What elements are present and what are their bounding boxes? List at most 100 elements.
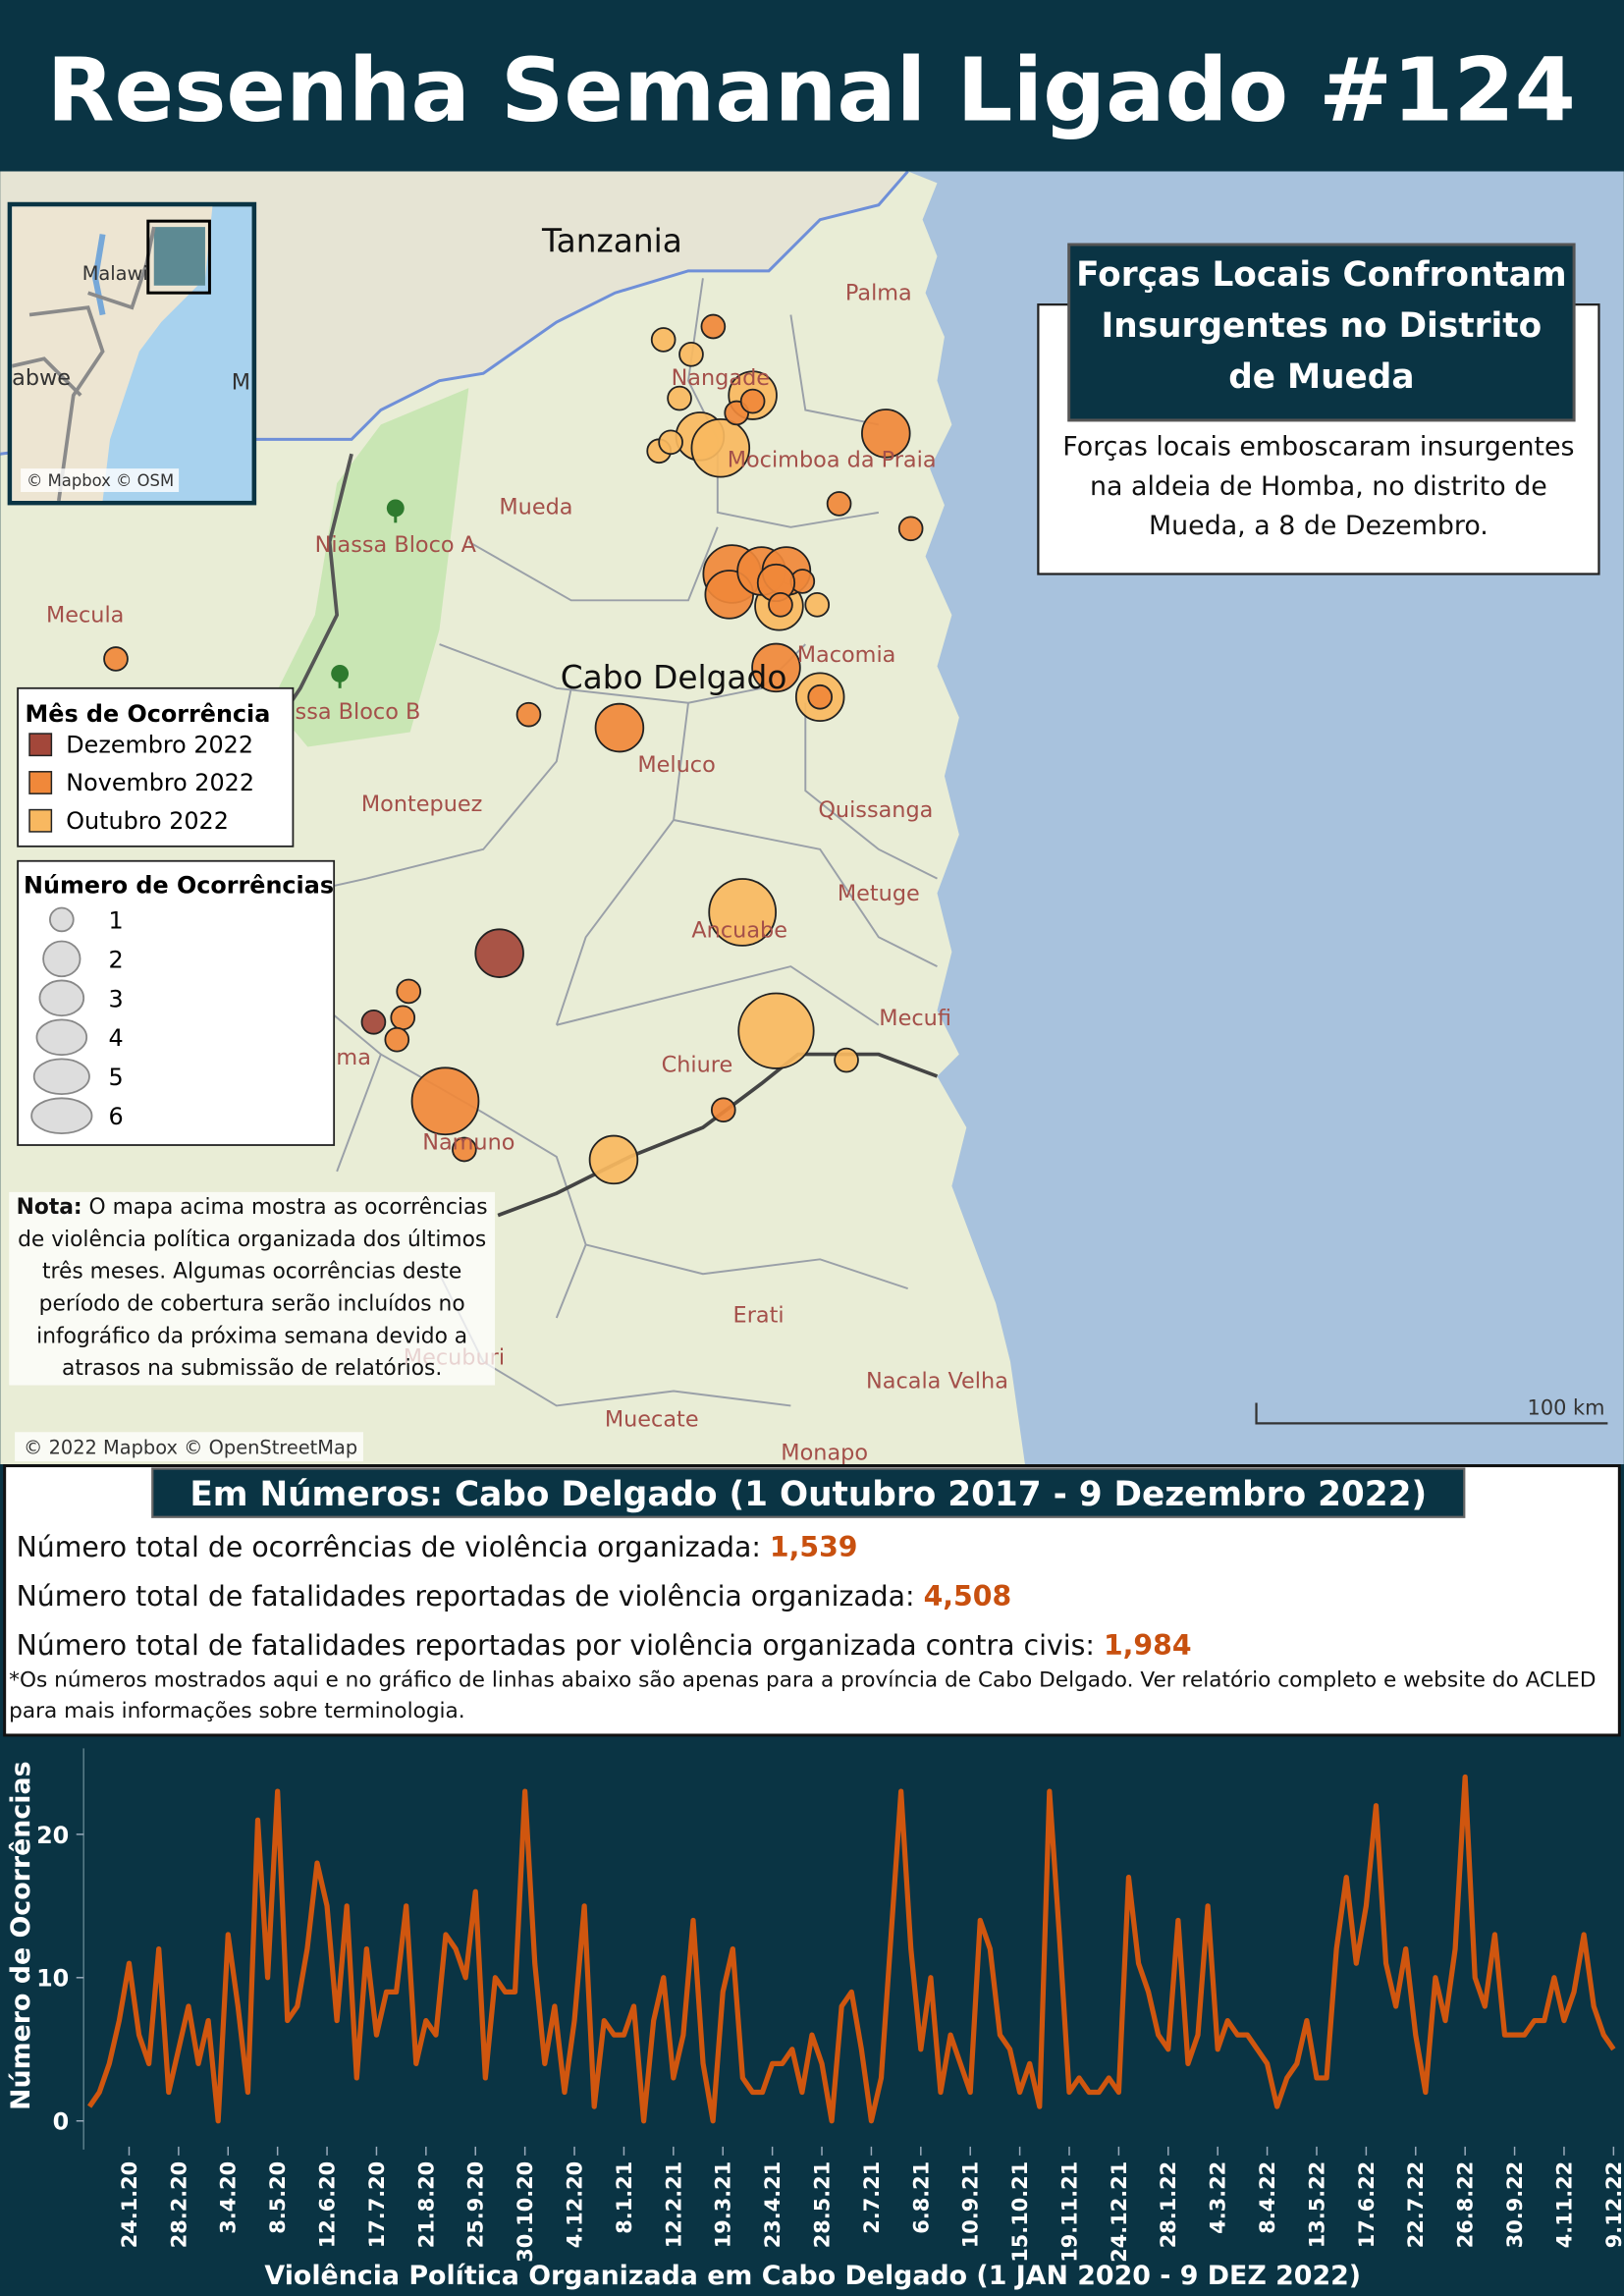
x-tick-label: 30.10.20 [514,2161,537,2263]
event-bubble [768,591,793,618]
stat-value: 1,539 [770,1531,858,1563]
event-bubble [515,701,542,728]
event-bubble [834,1047,859,1073]
event-bubble [594,702,645,753]
district-lines [146,278,938,1407]
legend-title: Mês de Ocorrência [26,700,271,728]
callout-text: Forças locais emboscaram insurgentes na … [1062,431,1575,542]
footnote: *Os números mostrados aqui e no gráfico … [9,1668,1597,1723]
legend-swatch [28,733,53,757]
place-label: Cabo Delgado [561,659,787,696]
stat-value: 1,984 [1104,1629,1192,1662]
place-label: Ancuabe [691,917,787,943]
place-label: Meluco [637,752,715,778]
inset-label: M [232,370,250,396]
bubble-layer [103,313,924,1185]
place-label: Nangade [672,365,770,391]
event-bubble [678,342,704,367]
tree-icon [338,681,342,688]
event-bubble [474,928,524,978]
place-label: Muecate [605,1406,699,1432]
legend-size [32,1058,90,1096]
event-bubble [452,1136,477,1163]
x-tick-label: 28.5.21 [810,2161,834,2248]
scale-bar [1255,1402,1608,1425]
legend-size [49,906,75,933]
place-label: Mueda [499,494,572,519]
x-tick-label: 24.12.21 [1108,2161,1131,2263]
x-tick-label: 26.8.22 [1454,2161,1478,2248]
inset-label: Malawi [82,262,148,285]
x-tick-label: 21.8.20 [414,2161,438,2248]
reserve [271,388,469,747]
event-bubble [588,1134,639,1185]
event-bubble [897,516,924,542]
legend-swatch [28,771,53,794]
legend-swatch [28,808,53,833]
event-bubble [739,388,766,414]
event-bubble [384,1026,410,1053]
x-tick-label: 23.4.21 [761,2161,785,2248]
x-tick-label: 8.1.21 [613,2161,636,2234]
scale-label: 100 km [1528,1395,1605,1419]
note-label: Nota: [16,1194,82,1221]
inset-attribution: © Mapbox © OSM [27,471,174,490]
place-label: Niassa Bloco A [315,532,477,558]
legend-size-label: 3 [109,985,124,1012]
x-tick-label: 15.10.21 [1008,2161,1032,2263]
page-title: Resenha Semanal Ligado #124 [47,39,1576,141]
place-label: Montepuez [361,792,483,817]
stats-title: Em Números: Cabo Delgado (1 Outubro 2017… [189,1475,1427,1514]
legend-size [38,979,85,1017]
legend-title: Número de Ocorrências [24,872,334,900]
footnote-wrap: *Os números mostrados aqui e no gráfico … [9,1668,1597,1723]
callout-title-bg [1067,243,1576,422]
callout-title: Forças Locais Confrontam Insurgentes no … [1076,255,1567,398]
note: Nota: O mapa acima mostra as ocorrências… [9,1191,496,1386]
legend-size-label: 4 [109,1024,124,1052]
event-bubble [700,313,727,340]
inset-attribution-bg [21,468,180,492]
x-tick-label: 28.1.22 [1157,2161,1180,2248]
legend-label: Outubro 2022 [66,807,229,835]
event-bubble [826,491,852,517]
place-label: Nacala Velha [866,1369,1008,1394]
place-label: Namuno [422,1129,514,1155]
x-tick-label: 4.11.22 [1552,2161,1576,2248]
x-tick-label: 17.6.22 [1355,2161,1379,2248]
place-label: Chiure [662,1052,733,1077]
event-bubble [737,992,815,1069]
tree-icon [331,664,350,683]
attribution: © 2022 Mapbox © OpenStreetMap [24,1437,357,1459]
event-bubble [804,591,831,618]
data-line [87,1774,1616,2124]
event-bubble [658,429,683,456]
stat-label: Número total de fatalidades reportadas p… [17,1629,1095,1662]
x-tick-label: 19.11.21 [1057,2161,1081,2263]
x-tick-label: 25.9.20 [464,2161,488,2248]
legend-size [30,1097,93,1134]
x-tick-label: 12.2.21 [662,2161,685,2248]
x-tick-label: 24.1.20 [118,2161,141,2248]
stat-label: Número total de ocorrências de violência… [17,1531,761,1563]
x-tick-label: 12.6.20 [316,2161,340,2248]
x-tick-label: 9.12.22 [1602,2161,1624,2248]
stat-value: 4,508 [924,1580,1012,1613]
event-bubble [708,878,778,947]
y-tick-label: 10 [36,1965,69,1993]
x-tick-label: 13.5.22 [1305,2161,1328,2248]
event-bubble [396,978,422,1005]
inset-lake [92,234,106,316]
place-label: Macomia [797,642,896,668]
x-axis-label: Violência Política Organizada em Cabo De… [264,2261,1361,2291]
x-tick-label: 28.2.20 [167,2161,190,2248]
stat-label: Número total de fatalidades reportadas d… [17,1580,915,1613]
legend-label: Novembro 2022 [66,769,254,796]
legend-size-label: 5 [109,1064,124,1091]
x-tick-label: 10.9.21 [959,2161,983,2248]
place-label: Metuge [838,881,920,906]
legend-size-label: 1 [109,906,124,934]
x-tick-label: 22.7.22 [1404,2161,1428,2248]
